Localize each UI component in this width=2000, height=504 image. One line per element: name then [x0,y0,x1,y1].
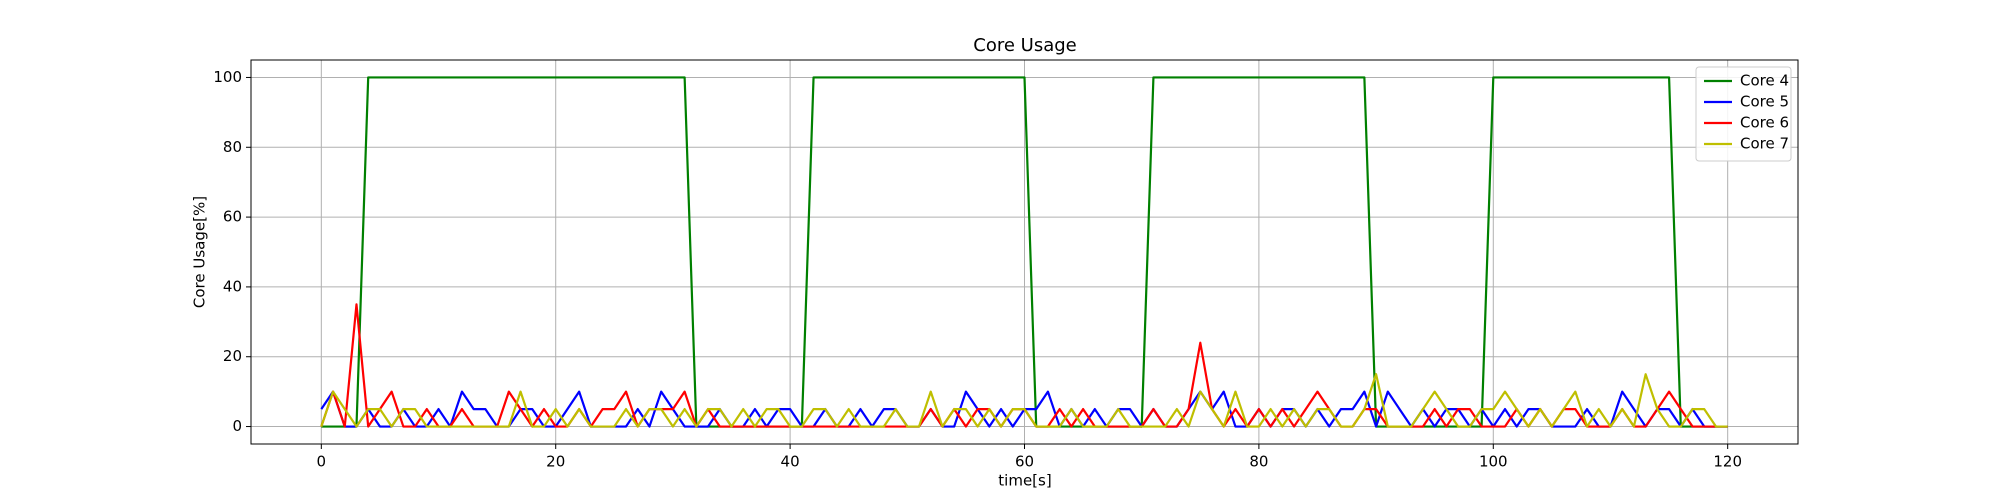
y-tick-label: 60 [223,208,242,226]
legend-label: Core 5 [1740,93,1789,111]
plot-frame [250,59,1799,445]
series-line [321,76,1728,428]
x-tick-label: 120 [1713,453,1742,471]
y-tick-label: 40 [223,277,242,295]
legend-box [1695,66,1792,162]
series-line [320,373,1728,428]
x-tick-label: 0 [317,453,327,471]
x-tick-label: 40 [781,453,800,471]
y-axis-label: Core Usage[%] [191,196,209,308]
y-tick-label: 100 [213,68,242,86]
legend-label: Core 7 [1740,135,1789,153]
x-tick-label: 100 [1479,453,1508,471]
legend-label: Core 4 [1740,72,1789,90]
legend-label: Core 6 [1740,114,1789,132]
x-tick-label: 80 [1249,453,1268,471]
y-tick-label: 20 [223,347,242,365]
y-tick-label: 0 [232,417,242,435]
x-tick-label: 20 [546,453,565,471]
x-axis-label: time[s] [998,472,1051,490]
x-tick-label: 60 [1015,453,1034,471]
y-tick-label: 80 [223,138,242,156]
chart-title: Core Usage [973,35,1076,56]
